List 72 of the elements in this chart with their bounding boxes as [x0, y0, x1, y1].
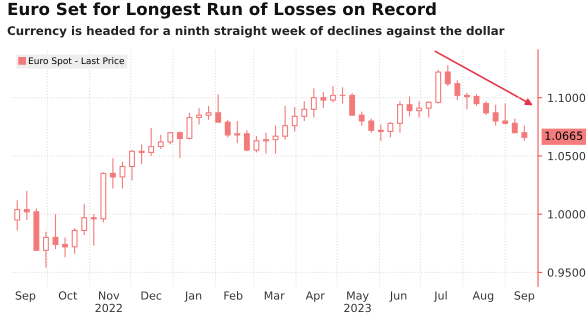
candlestick: [72, 228, 78, 254]
x-tick-label: Aug: [472, 291, 494, 302]
candlestick: [358, 111, 365, 126]
candlestick: [186, 112, 192, 140]
x-tick-label: Dec: [142, 291, 162, 300]
candlestick: [320, 91, 326, 109]
candlestick: [340, 86, 346, 104]
candlestick: [158, 134, 164, 150]
candlestick: [24, 190, 30, 221]
candlestick: [42, 231, 49, 268]
x-tick-label: Feb: [224, 291, 242, 300]
candlestick: [224, 119, 231, 138]
chart-subtitle: Currency is headed for a ninth straight week of declines against the dollar: [8, 26, 504, 38]
y-tick-label: 0.9500: [548, 268, 586, 277]
x-tick-label: Jun: [389, 291, 406, 302]
y-tick-label: 1.0500: [548, 152, 586, 160]
candlestick: [301, 100, 308, 122]
candlestick: [263, 132, 269, 154]
candlestick: [206, 105, 212, 120]
x-tick-label: Sep: [514, 291, 534, 302]
candlestick: [492, 104, 499, 126]
y-tick-label: 1.0000: [548, 210, 586, 219]
x-tick-label: Jul: [434, 291, 447, 302]
candlestick: [148, 127, 154, 156]
candlestick: [215, 94, 222, 123]
candlestick: [444, 64, 451, 87]
candlestick: [90, 214, 97, 246]
x-tick-label: Nov 2022: [95, 291, 122, 312]
candlestick: [129, 150, 135, 181]
candlestick: [349, 92, 356, 116]
candlestick: [416, 100, 422, 118]
candlestick: [464, 92, 470, 110]
candlestick: [14, 200, 20, 232]
x-tick-label: Oct: [58, 291, 78, 300]
y-tick-label: 1.1000: [548, 94, 586, 102]
chart-title: Euro Set for Longest Run of Losses on Record: [8, 2, 436, 19]
legend-label: Euro Spot - Last Price: [28, 57, 124, 66]
candlestick: [292, 106, 298, 132]
x-tick-label: Apr: [306, 291, 325, 302]
candlestick: [167, 132, 174, 145]
candlestick: [512, 118, 518, 134]
x-tick-label: Jan: [184, 291, 202, 302]
candlestick: [368, 118, 374, 134]
candlestick: [52, 214, 58, 250]
x-tick-label: Mar: [264, 291, 285, 300]
candlestick: [483, 100, 490, 116]
candlestick: [397, 100, 403, 134]
candlestick: [521, 125, 528, 142]
candlestick: [272, 125, 279, 154]
candlestick: [110, 158, 116, 190]
candlestick: [282, 105, 288, 140]
candlestick: [310, 88, 317, 118]
candlestick: [454, 80, 460, 101]
candlestick: [426, 100, 432, 118]
candlestick: [474, 94, 480, 106]
candlestick: [330, 86, 336, 103]
candlestick: [244, 130, 250, 152]
annotation: 1.0665: [546, 132, 582, 140]
candlestick: [253, 136, 260, 153]
candlestick: [406, 96, 412, 117]
candlestick: [234, 120, 240, 144]
candlestick: [120, 161, 126, 190]
candlestick: [81, 203, 88, 236]
candlestick: [502, 102, 508, 126]
candlestick: [138, 144, 145, 165]
candlestick: [176, 130, 183, 159]
x-tick-label: Sep: [16, 291, 36, 302]
x-tick-label: May 2023: [344, 291, 371, 312]
candlestick: [196, 108, 202, 126]
candlestick: [62, 236, 68, 258]
candlestick: [378, 124, 384, 142]
candlestick: [387, 122, 394, 138]
